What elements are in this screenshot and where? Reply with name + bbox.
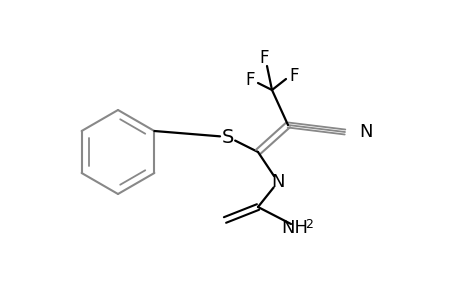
Text: N: N [271, 173, 284, 191]
Text: S: S [221, 128, 234, 146]
Text: NH: NH [281, 219, 308, 237]
Text: F: F [289, 67, 298, 85]
Text: F: F [259, 49, 268, 67]
Text: 2: 2 [304, 218, 312, 230]
Text: N: N [358, 123, 372, 141]
Text: F: F [245, 71, 254, 89]
